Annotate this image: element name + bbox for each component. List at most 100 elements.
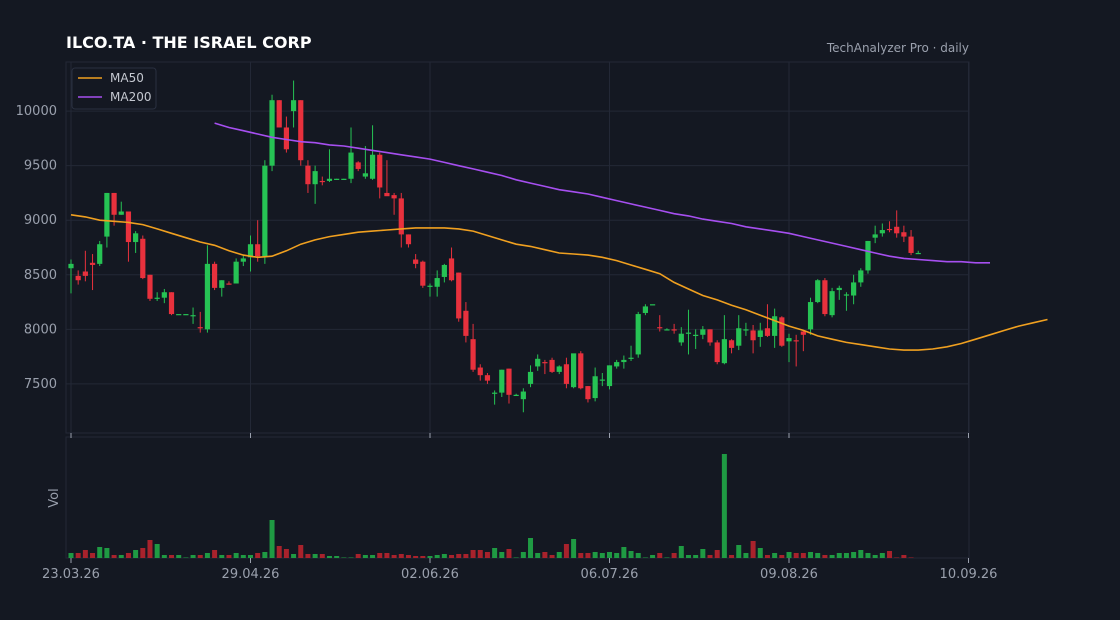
volume-bar bbox=[233, 553, 239, 558]
volume-bar bbox=[384, 553, 390, 558]
volume-bar bbox=[133, 550, 139, 558]
candlesticks bbox=[68, 80, 921, 413]
volume-bar bbox=[362, 555, 368, 558]
volume-axis-label: Vol bbox=[47, 488, 62, 507]
volume-bar bbox=[786, 552, 792, 558]
candle-body bbox=[714, 342, 720, 363]
candle-body bbox=[326, 178, 333, 181]
volume-bar bbox=[607, 552, 612, 558]
volume-bar bbox=[398, 554, 404, 558]
volume-bar bbox=[111, 555, 117, 558]
candle-body bbox=[585, 386, 591, 400]
volume-bar bbox=[413, 556, 419, 558]
candle-body bbox=[197, 327, 203, 329]
candle-body bbox=[398, 198, 404, 235]
candle-body bbox=[219, 280, 225, 288]
candle-body bbox=[700, 329, 706, 335]
candle-body bbox=[721, 339, 727, 364]
volume-bar bbox=[125, 553, 131, 558]
volume-bar bbox=[808, 552, 814, 558]
volume-bar bbox=[851, 552, 857, 558]
volume-bar bbox=[449, 555, 455, 558]
candle-body bbox=[341, 178, 347, 180]
volume-bar bbox=[901, 555, 907, 558]
volume-bar bbox=[664, 557, 670, 558]
volume-bar bbox=[82, 550, 88, 558]
volume-bar bbox=[772, 553, 778, 558]
volume-bar bbox=[542, 552, 548, 558]
candle-body bbox=[89, 262, 96, 265]
volume-bar bbox=[657, 553, 663, 558]
volume-bar bbox=[75, 553, 81, 558]
candle-body bbox=[290, 100, 297, 112]
candle-body bbox=[384, 192, 390, 197]
candle-body bbox=[836, 287, 842, 291]
candle-body bbox=[484, 375, 491, 381]
candle-body bbox=[642, 306, 648, 313]
candle-body bbox=[606, 365, 613, 387]
volume-bar bbox=[800, 553, 806, 558]
x-tick-label: 29.04.26 bbox=[222, 567, 280, 582]
candle-body bbox=[628, 357, 634, 359]
volume-bar bbox=[858, 550, 864, 558]
candle-body bbox=[527, 371, 534, 384]
candle-body bbox=[556, 366, 562, 372]
candle-body bbox=[499, 369, 505, 393]
volume-bar bbox=[721, 454, 727, 558]
volume-bar bbox=[183, 557, 189, 558]
volume-bar bbox=[298, 545, 304, 558]
candle-body bbox=[75, 275, 81, 281]
candle-body bbox=[133, 233, 139, 243]
volume-bar bbox=[843, 553, 849, 558]
volume-bar bbox=[693, 555, 699, 558]
x-tick-label: 02.06.26 bbox=[401, 567, 459, 582]
candle-body bbox=[908, 236, 914, 253]
volume-bar bbox=[887, 551, 893, 558]
volume-bar bbox=[513, 557, 519, 558]
y-tick-label: 8000 bbox=[24, 322, 57, 337]
candle-body bbox=[901, 232, 907, 237]
candle-body bbox=[858, 270, 864, 283]
candle-body bbox=[369, 154, 376, 179]
candle-body bbox=[456, 272, 462, 319]
candle-body bbox=[592, 376, 598, 399]
candle-body bbox=[649, 304, 656, 306]
candle-body bbox=[671, 329, 677, 331]
candle-body bbox=[240, 258, 246, 262]
volume-bar bbox=[506, 549, 512, 558]
volume-bar bbox=[255, 553, 261, 558]
candle-body bbox=[779, 317, 785, 346]
candle-body bbox=[276, 100, 282, 128]
candle-body bbox=[614, 362, 620, 367]
volume-bar bbox=[147, 540, 153, 558]
candle-body bbox=[851, 282, 857, 296]
candle-body bbox=[348, 152, 354, 179]
volume-bar bbox=[829, 555, 835, 558]
candle-body bbox=[441, 264, 447, 277]
candle-body bbox=[255, 244, 261, 257]
candle-body bbox=[212, 263, 218, 288]
volume-bar bbox=[592, 552, 598, 558]
candle-body bbox=[161, 292, 167, 298]
volume-bar bbox=[305, 554, 311, 558]
ma50-line bbox=[70, 214, 1048, 351]
volume-bar bbox=[908, 557, 914, 558]
candle-body bbox=[750, 330, 756, 341]
volume-bar bbox=[484, 552, 490, 558]
candle-body bbox=[800, 331, 806, 335]
legend-ma50-label: MA50 bbox=[110, 71, 144, 85]
x-tick-label: 23.03.26 bbox=[42, 567, 100, 582]
candle-body bbox=[693, 334, 699, 336]
volume-bar bbox=[204, 553, 210, 558]
volume-bar bbox=[219, 555, 225, 558]
volume-bar bbox=[642, 557, 648, 558]
candle-body bbox=[125, 211, 132, 243]
candle-body bbox=[334, 178, 340, 180]
candle-body bbox=[413, 259, 419, 264]
x-tick-label: 09.08.26 bbox=[760, 567, 818, 582]
candle-body bbox=[183, 314, 189, 316]
volume-bar bbox=[872, 555, 878, 558]
volume-bar bbox=[176, 555, 182, 558]
candle-body bbox=[118, 211, 124, 215]
